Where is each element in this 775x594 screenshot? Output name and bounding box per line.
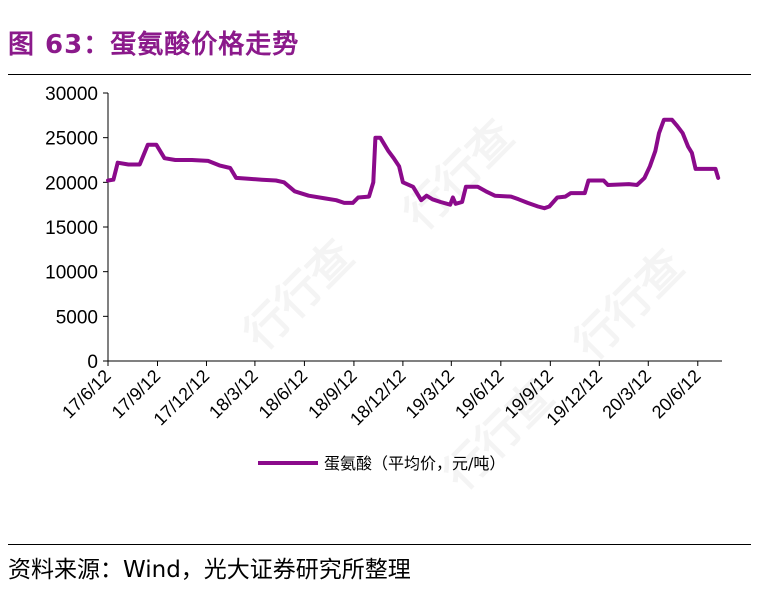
legend-label: 蛋氨酸（平均价，元/吨） [324, 454, 505, 473]
y-tick-label: 20000 [45, 173, 98, 194]
x-axis-ticks: 17/6/1217/9/1217/12/1218/3/1218/6/1218/9… [58, 361, 705, 429]
x-tick-label: 18/6/12 [255, 366, 312, 423]
y-tick-label: 25000 [45, 129, 98, 150]
source-note: 资料来源：Wind，光大证券研究所整理 [8, 557, 411, 583]
y-tick-label: 0 [87, 352, 98, 373]
y-tick-label: 15000 [45, 218, 98, 239]
x-tick-label: 20/6/12 [648, 366, 705, 423]
x-tick-label: 20/3/12 [598, 366, 655, 423]
y-tick-label: 5000 [56, 307, 98, 328]
y-tick-label: 10000 [45, 263, 98, 284]
series-group [106, 117, 721, 211]
legend: 蛋氨酸（平均价，元/吨） [258, 454, 505, 473]
y-axis-ticks: 0 5000 10000 15000 20000 25000 30000 [45, 84, 108, 373]
x-tick-label: 19/3/12 [402, 366, 459, 423]
y-tick-label: 30000 [45, 84, 98, 105]
series-line [106, 117, 721, 211]
top-rule [8, 74, 751, 75]
x-tick-label: 18/3/12 [205, 366, 262, 423]
chart-axes [107, 93, 722, 362]
bottom-rule [8, 544, 751, 545]
x-tick-label: 19/6/12 [451, 366, 508, 423]
figure-title: 图 63：蛋氨酸价格走势 [8, 30, 300, 60]
x-tick-label: 17/6/12 [58, 366, 115, 423]
